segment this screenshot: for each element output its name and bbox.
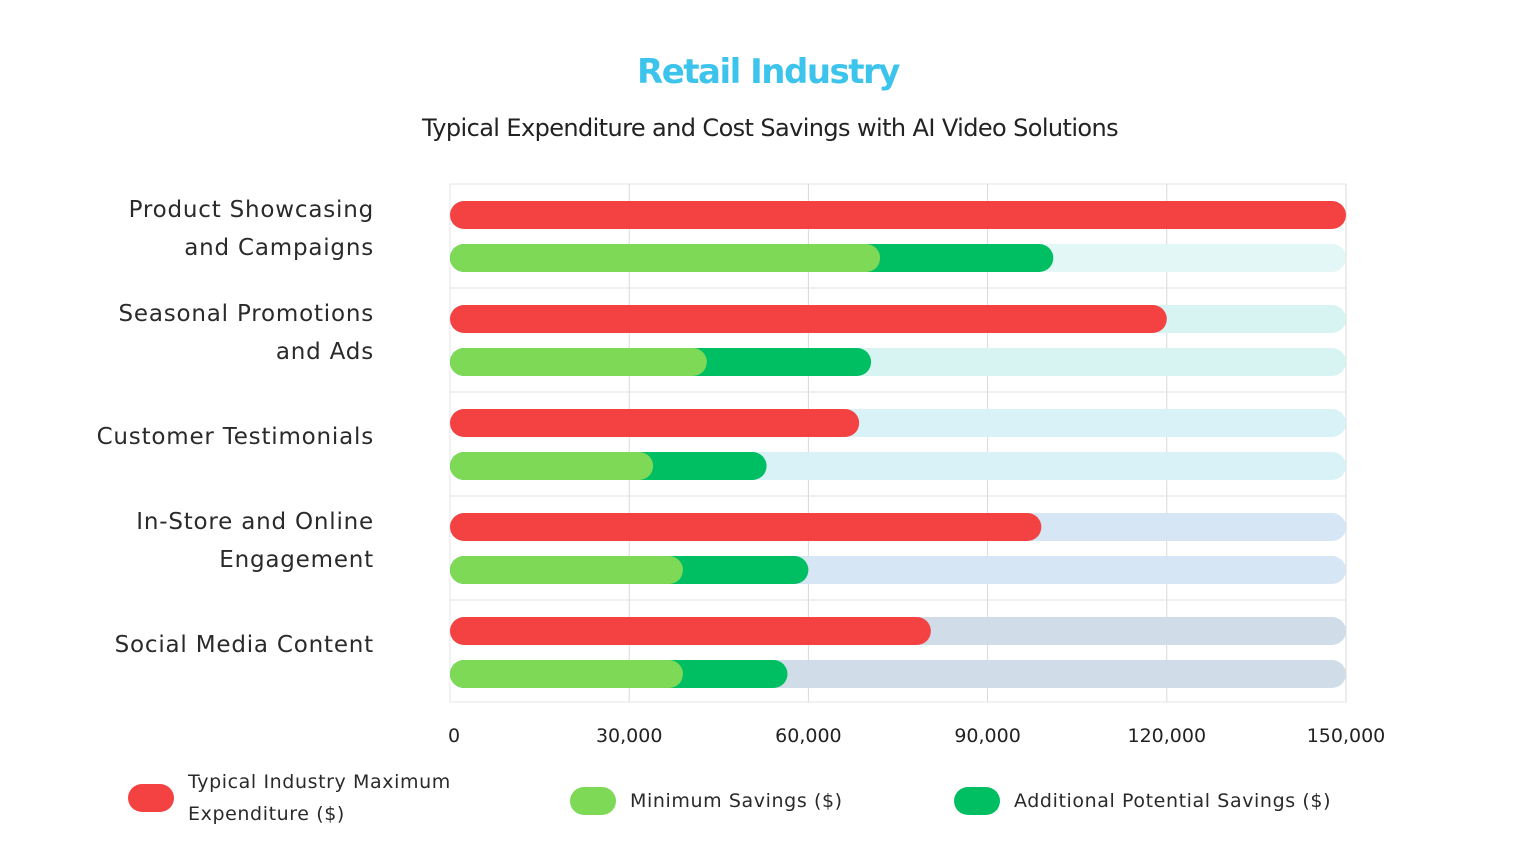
x-tick-label-3: 90,000 [954,725,1020,747]
x-tick-label-0: 0 [448,725,460,747]
legend-swatch-additional-savings [954,787,1000,815]
category-label-4-line-0: Social Media Content [115,632,374,658]
legend-item-expenditure: Typical Industry Maximum Expenditure ($) [128,766,451,830]
bar-minimum-savings-1 [450,348,707,376]
x-tick-label-1: 30,000 [596,725,662,747]
bar-minimum-savings-4 [450,660,683,688]
legend-item-minimum-savings: Minimum Savings ($) [570,785,843,817]
bar-minimum-savings-3 [450,556,683,584]
legend-label-minimum-savings: Minimum Savings ($) [630,790,843,812]
category-label-2: Customer Testimonials [97,424,374,450]
legend-swatch-minimum-savings [570,787,616,815]
bar-minimum-savings-2 [450,452,654,480]
category-label-3-line-1: Engagement [219,547,374,573]
bar-chart: Product Showcasing and Campaigns Seasonal … [97,183,1386,747]
x-tick-label-5: 150,000 [1307,725,1386,747]
bar-expenditure-0 [450,201,1346,229]
x-tick-label-2: 60,000 [775,725,841,747]
bar-expenditure-4 [450,617,931,645]
category-label-0: Product Showcasing and Campaigns [129,197,374,261]
chart-subtitle: Typical Expenditure and Cost Savings wit… [421,114,1119,142]
bar-minimum-savings-0 [450,244,881,272]
bar-expenditure-2 [450,409,860,437]
category-label-1-line-0: Seasonal Promotions [119,301,374,327]
category-label-3-line-0: In-Store and Online [136,509,374,535]
x-tick-label-4: 120,000 [1128,725,1207,747]
legend-label-expenditure-line1: Typical Industry Maximum [188,771,451,793]
legend-item-additional-savings: Additional Potential Savings ($) [954,785,1331,817]
legend-label-additional-savings: Additional Potential Savings ($) [1014,790,1332,812]
legend-swatch-expenditure [128,784,174,812]
category-label-1: Seasonal Promotions and Ads [119,301,374,365]
category-label-4: Social Media Content [115,632,374,658]
legend-label-expenditure-line2: Expenditure ($) [188,803,345,825]
category-label-1-line-1: and Ads [276,339,374,365]
category-label-0-line-0: Product Showcasing [129,197,374,223]
category-label-2-line-0: Customer Testimonials [97,424,374,450]
bar-expenditure-3 [450,513,1042,541]
chart-title: Retail Industry [637,52,900,92]
bar-expenditure-1 [450,305,1167,333]
category-label-0-line-1: and Campaigns [184,235,374,261]
category-label-3: In-Store and Online Engagement [136,509,374,573]
